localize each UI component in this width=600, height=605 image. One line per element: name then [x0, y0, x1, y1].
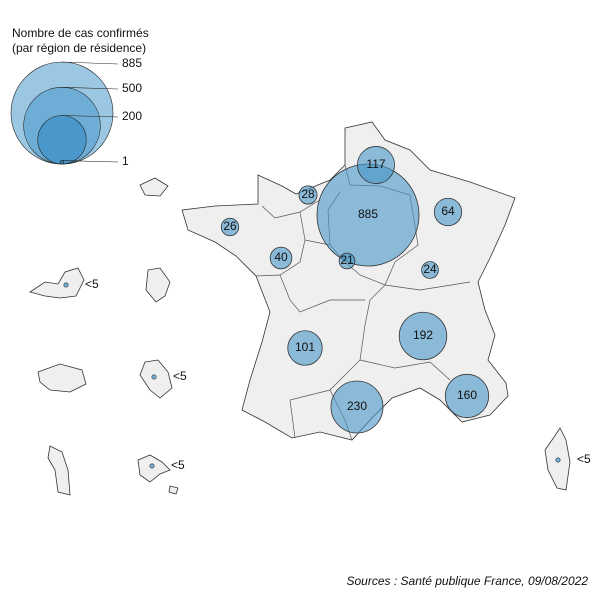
- bubble: [338, 252, 356, 270]
- legend-label: 885: [122, 56, 142, 70]
- small-dot: [151, 374, 157, 380]
- guadeloupe-2: [137, 454, 179, 495]
- legend-label: 200: [122, 109, 142, 123]
- mayotte: [47, 445, 71, 496]
- bubble-label: 885: [358, 207, 378, 221]
- bubble: [398, 311, 448, 361]
- bubble: [330, 380, 384, 434]
- legend-leader: [61, 115, 119, 118]
- bubble-label: 192: [413, 328, 433, 342]
- bubble: [287, 330, 323, 366]
- bubble-label: 101: [295, 340, 315, 354]
- ile: [139, 177, 169, 197]
- bubble: [421, 261, 439, 279]
- bubble-label: 21: [340, 253, 354, 267]
- small-dot: [63, 282, 69, 288]
- bubble-label: 230: [347, 399, 367, 413]
- legend-title: Nombre de cas confirmés: [12, 26, 149, 40]
- small-label: <5: [85, 277, 99, 291]
- bubble-label: 117: [366, 157, 385, 171]
- bubble-label: 40: [274, 250, 288, 264]
- bubble: [298, 185, 318, 205]
- small-label: <5: [577, 452, 591, 466]
- small-label: <5: [173, 369, 187, 383]
- guadeloupe: [29, 267, 85, 299]
- legend-circle: [37, 115, 87, 165]
- bubble-label: 24: [423, 262, 437, 276]
- bubble-label: 160: [457, 388, 477, 402]
- bubble-label: 64: [441, 204, 455, 218]
- small-label: <5: [171, 458, 185, 472]
- martinique: [139, 359, 173, 399]
- land: [29, 121, 571, 496]
- bubble: [357, 146, 395, 184]
- bubble: [220, 217, 240, 237]
- source: Sources : Santé publique France, 09/08/2…: [347, 574, 589, 588]
- reunion: [37, 363, 87, 393]
- bubble: [444, 373, 490, 419]
- bubble-label: 28: [301, 187, 315, 201]
- bubble-label: 26: [223, 219, 237, 233]
- legend-label: 1: [122, 154, 129, 168]
- legend-label: 500: [122, 81, 142, 95]
- legend-leader: [61, 87, 119, 90]
- legend-subtitle: (par région de résidence): [12, 41, 146, 55]
- guyane: [145, 267, 171, 303]
- legend-leader: [61, 160, 119, 163]
- legend-leader: [61, 61, 119, 65]
- legend-circle: [59, 160, 65, 165]
- bubble: [433, 197, 463, 227]
- small-dot: [149, 463, 155, 469]
- bubble: [269, 246, 293, 270]
- small-dot: [555, 457, 561, 463]
